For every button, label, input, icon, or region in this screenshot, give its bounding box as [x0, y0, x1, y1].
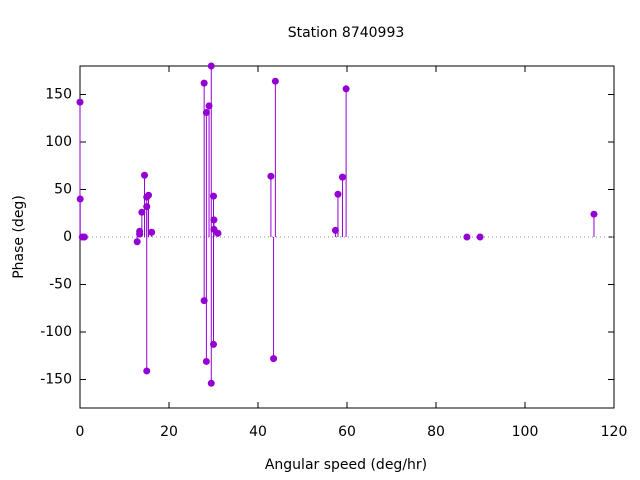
point — [202, 357, 210, 365]
point — [342, 85, 350, 93]
point — [463, 233, 471, 241]
y-tick-label: 100 — [45, 134, 72, 150]
point — [141, 171, 149, 179]
point — [210, 340, 217, 348]
point — [143, 367, 151, 375]
y-axis-label: Phase (deg) — [11, 195, 27, 279]
x-tick-label: 60 — [338, 424, 356, 440]
y-tick-label: -50 — [49, 277, 72, 293]
y-tick-label: -150 — [40, 372, 72, 388]
point — [76, 98, 84, 106]
point — [271, 77, 279, 85]
point — [214, 229, 222, 237]
point — [207, 379, 215, 387]
x-tick-label: 120 — [601, 424, 628, 440]
point — [590, 210, 598, 218]
point — [334, 190, 342, 198]
x-tick-label: 100 — [512, 424, 539, 440]
y-tick-label: 50 — [54, 182, 72, 198]
point — [338, 173, 346, 181]
point — [202, 109, 210, 117]
point — [138, 208, 146, 216]
y-tick-label: 150 — [45, 87, 72, 103]
y-tick-label: 0 — [63, 229, 72, 245]
x-tick-label: 40 — [249, 424, 267, 440]
point — [76, 195, 84, 203]
point — [210, 216, 218, 224]
x-axis-label: Angular speed (deg/hr) — [265, 457, 427, 473]
y-tick-label: -100 — [40, 324, 72, 340]
point — [210, 192, 217, 200]
point — [270, 355, 278, 363]
x-tick-label: 80 — [427, 424, 445, 440]
point — [80, 233, 88, 241]
point — [476, 233, 484, 241]
x-tick-label: 0 — [76, 424, 85, 440]
point — [207, 62, 215, 70]
point — [133, 238, 141, 246]
chart-title: Station 8740993 — [288, 25, 405, 41]
point — [145, 191, 153, 199]
point — [331, 226, 339, 234]
point — [148, 228, 156, 236]
point — [200, 79, 208, 87]
point — [267, 172, 275, 180]
x-tick-label: 20 — [160, 424, 178, 440]
